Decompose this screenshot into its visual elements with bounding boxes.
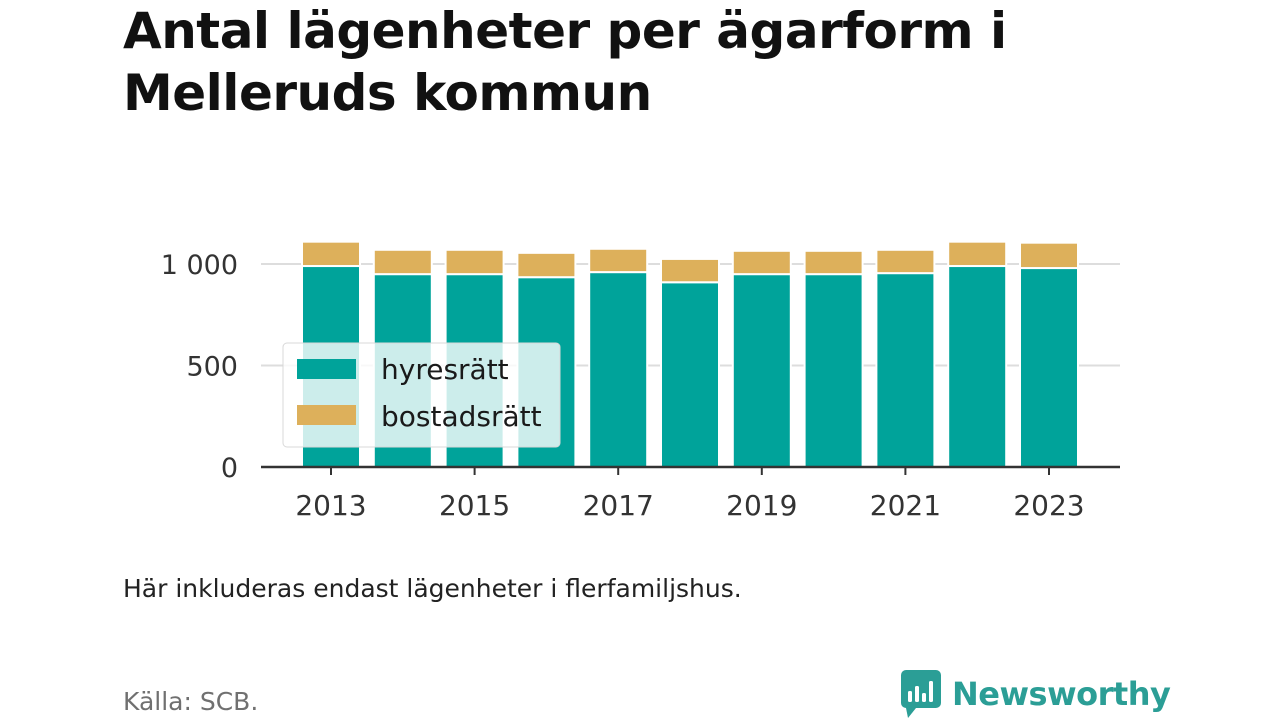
bar-bostadsratt-2019 [731, 249, 792, 276]
x-tick-label: 2019 [726, 489, 797, 522]
legend-swatch-hyresratt [297, 359, 356, 379]
bar-bostadsratt-2016 [516, 251, 577, 279]
x-tick-label: 2017 [583, 489, 654, 522]
bar-hyresratt-2018 [660, 281, 720, 468]
chart-title: Antal lägenheter per ägarform i Mellerud… [123, 2, 1007, 122]
x-tick-label: 2013 [295, 489, 366, 522]
bar-bostadsratt-2023 [1019, 241, 1079, 270]
legend-label-hyresratt: hyresrätt [381, 353, 509, 386]
bar-hyresratt-2017 [588, 271, 649, 468]
newsworthy-logo-icon [901, 670, 941, 718]
y-tick-label: 0 [221, 453, 238, 484]
chart-note: Här inkluderas endast lägenheter i flerf… [123, 574, 742, 603]
x-tick-label: 2021 [870, 489, 941, 522]
newsworthy-logo: Newsworthy [900, 668, 1171, 720]
legend-label-bostadsratt: bostadsrätt [381, 400, 542, 433]
bar-bostadsratt-2020 [803, 249, 864, 276]
legend: hyresrätt bostadsrätt [282, 342, 561, 448]
bar-hyresratt-2019 [731, 273, 792, 468]
bar-bostadsratt-2015 [444, 248, 505, 276]
brand-name: Newsworthy [952, 675, 1171, 713]
x-tick-label: 2023 [1013, 489, 1084, 522]
bar-bostadsratt-2017 [588, 247, 649, 274]
bar-hyresratt-2020 [803, 273, 864, 468]
bar-hyresratt-2022 [947, 265, 1008, 468]
bar-bostadsratt-2022 [947, 240, 1008, 268]
bar-bostadsratt-2018 [660, 257, 720, 284]
x-tick-label: 2015 [439, 489, 510, 522]
axes: 0 500 1 000 2013 2015 2017 2019 2021 2023 [161, 250, 1120, 522]
y-tick-label: 500 [186, 352, 238, 383]
bar-bostadsratt-2013 [301, 240, 361, 268]
legend-swatch-bostadsratt [297, 405, 356, 425]
y-tick-label: 1 000 [161, 250, 238, 281]
bar-hyresratt-2023 [1019, 267, 1079, 468]
bar-bostadsratt-2014 [372, 248, 433, 276]
source-text: Källa: SCB. [123, 687, 259, 716]
bar-bostadsratt-2021 [875, 248, 936, 275]
bar-hyresratt-2021 [875, 272, 936, 469]
